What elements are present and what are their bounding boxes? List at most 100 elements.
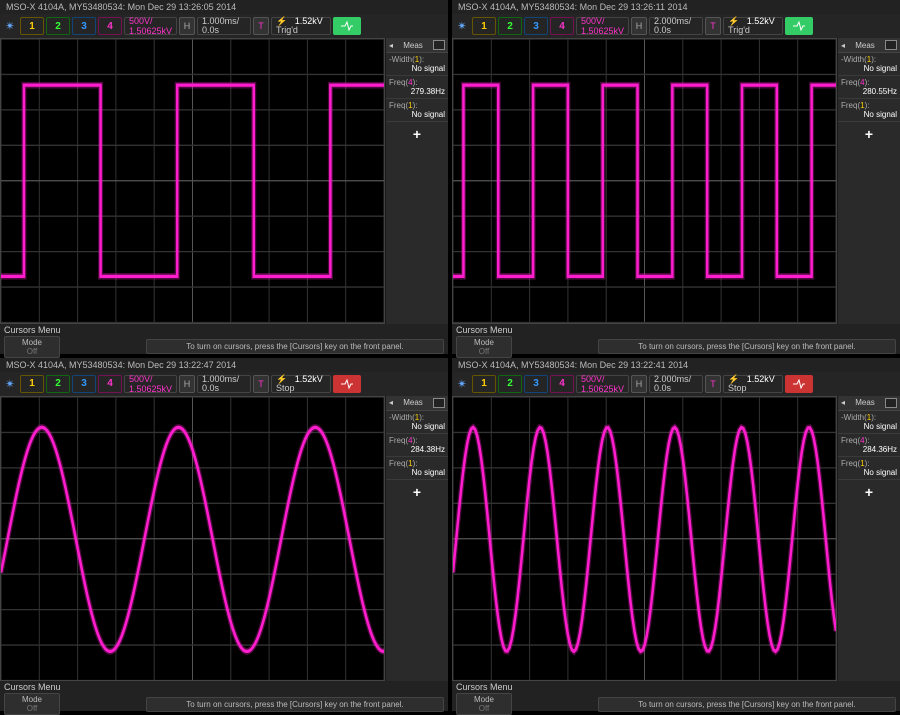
horizontal-button[interactable]: H xyxy=(631,375,647,393)
measurements-panel: ◂ Meas -Width(1): No signal Freq(4): 284… xyxy=(386,396,448,682)
horizontal-button[interactable]: H xyxy=(631,17,647,35)
footer-menu: Cursors Menu ModeOff To turn on cursors,… xyxy=(452,681,900,711)
hint-message: To turn on cursors, press the [Cursors] … xyxy=(598,339,896,354)
measurements-header: ◂ Meas xyxy=(838,396,900,411)
run-stop-button[interactable] xyxy=(333,375,361,393)
vertical-scale[interactable]: 500V/1.50625kV xyxy=(124,17,177,35)
measurement-item: -Width(1): No signal xyxy=(386,411,448,434)
trigger-level[interactable]: ⚡ 1.52kV Stop xyxy=(723,375,783,393)
title-bar: MSO-X 4104A, MY53480534: Mon Dec 29 13:2… xyxy=(452,358,900,372)
trigger-level[interactable]: ⚡ 1.52kV Trig'd xyxy=(723,17,783,35)
run-stop-button[interactable] xyxy=(333,17,361,35)
add-measurement-button[interactable]: + xyxy=(386,122,448,146)
channel-4-button[interactable]: 4 xyxy=(98,375,122,393)
vertical-scale[interactable]: 500V/1.50625kV xyxy=(576,17,629,35)
footer-menu: Cursors Menu ModeOff To turn on cursors,… xyxy=(452,324,900,354)
panel-toggle-icon[interactable] xyxy=(885,398,897,408)
measurements-header: ◂ Meas xyxy=(838,38,900,53)
measurement-item: -Width(1): No signal xyxy=(838,53,900,76)
channel-1-button[interactable]: 1 xyxy=(472,375,496,393)
measurements-panel: ◂ Meas -Width(1): No signal Freq(4): 284… xyxy=(838,396,900,682)
run-stop-button[interactable] xyxy=(785,375,813,393)
measurement-item: Freq(4): 280.55Hz xyxy=(838,76,900,99)
trigger-level[interactable]: ⚡ 1.52kV Stop xyxy=(271,375,331,393)
footer-menu: Cursors Menu ModeOff To turn on cursors,… xyxy=(0,681,448,711)
agilent-logo-icon: ✴ xyxy=(2,376,18,392)
measurement-item: Freq(1): No signal xyxy=(838,457,900,480)
channel-3-button[interactable]: 3 xyxy=(72,375,96,393)
channel-1-button[interactable]: 1 xyxy=(472,17,496,35)
footer-menu: Cursors Menu ModeOff To turn on cursors,… xyxy=(0,324,448,354)
waveform-display[interactable] xyxy=(452,38,837,324)
cursor-mode-button[interactable]: ModeOff xyxy=(4,693,60,715)
horizontal-scale[interactable]: 1.000ms/0.0s xyxy=(197,375,251,393)
cursor-mode-button[interactable]: ModeOff xyxy=(456,693,512,715)
vertical-scale[interactable]: 500V/1.50625kV xyxy=(124,375,177,393)
trigger-button[interactable]: T xyxy=(253,17,269,35)
measurement-item: Freq(4): 284.36Hz xyxy=(838,434,900,457)
trigger-button[interactable]: T xyxy=(705,375,721,393)
channel-2-button[interactable]: 2 xyxy=(46,17,70,35)
measurement-item: -Width(1): No signal xyxy=(838,411,900,434)
menu-title: Cursors Menu xyxy=(452,324,900,336)
channel-2-button[interactable]: 2 xyxy=(498,17,522,35)
add-measurement-button[interactable]: + xyxy=(386,480,448,504)
measurement-item: Freq(1): No signal xyxy=(386,99,448,122)
panel-toggle-icon[interactable] xyxy=(885,40,897,50)
channel-4-button[interactable]: 4 xyxy=(98,17,122,35)
channel-4-button[interactable]: 4 xyxy=(550,375,574,393)
waveform-display[interactable] xyxy=(452,396,837,682)
agilent-logo-icon: ✴ xyxy=(454,376,470,392)
title-bar: MSO-X 4104A, MY53480534: Mon Dec 29 13:2… xyxy=(452,0,900,14)
hint-message: To turn on cursors, press the [Cursors] … xyxy=(598,697,896,712)
trigger-level[interactable]: ⚡ 1.52kV Trig'd xyxy=(271,17,331,35)
measurement-item: Freq(1): No signal xyxy=(838,99,900,122)
toolbar: ✴ 1 2 3 4 500V/1.50625kV H 2.000ms/0.0s … xyxy=(452,14,900,38)
vertical-scale[interactable]: 500V/1.50625kV xyxy=(576,375,629,393)
horizontal-button[interactable]: H xyxy=(179,17,195,35)
measurements-panel: ◂ Meas -Width(1): No signal Freq(4): 280… xyxy=(838,38,900,324)
add-measurement-button[interactable]: + xyxy=(838,122,900,146)
channel-3-button[interactable]: 3 xyxy=(72,17,96,35)
horizontal-scale[interactable]: 2.000ms/0.0s xyxy=(649,17,703,35)
toolbar: ✴ 1 2 3 4 500V/1.50625kV H 1.000ms/0.0s … xyxy=(0,14,448,38)
channel-2-button[interactable]: 2 xyxy=(46,375,70,393)
trigger-button[interactable]: T xyxy=(253,375,269,393)
add-measurement-button[interactable]: + xyxy=(838,480,900,504)
channel-3-button[interactable]: 3 xyxy=(524,375,548,393)
menu-title: Cursors Menu xyxy=(0,681,448,693)
arrow-left-icon[interactable]: ◂ xyxy=(389,398,393,407)
oscilloscope-panel: MSO-X 4104A, MY53480534: Mon Dec 29 13:2… xyxy=(452,358,900,712)
cursor-mode-button[interactable]: ModeOff xyxy=(4,336,60,358)
arrow-left-icon[interactable]: ◂ xyxy=(389,41,393,50)
trigger-button[interactable]: T xyxy=(705,17,721,35)
panel-toggle-icon[interactable] xyxy=(433,40,445,50)
measurement-item: Freq(4): 284.38Hz xyxy=(386,434,448,457)
horizontal-scale[interactable]: 2.000ms/0.0s xyxy=(649,375,703,393)
oscilloscope-panel: MSO-X 4104A, MY53480534: Mon Dec 29 13:2… xyxy=(452,0,900,354)
horizontal-button[interactable]: H xyxy=(179,375,195,393)
waveform-display[interactable] xyxy=(0,396,385,682)
measurements-header: ◂ Meas xyxy=(386,396,448,411)
arrow-left-icon[interactable]: ◂ xyxy=(841,398,845,407)
measurement-item: Freq(4): 279.38Hz xyxy=(386,76,448,99)
agilent-logo-icon: ✴ xyxy=(454,18,470,34)
channel-1-button[interactable]: 1 xyxy=(20,17,44,35)
channel-1-button[interactable]: 1 xyxy=(20,375,44,393)
horizontal-scale[interactable]: 1.000ms/0.0s xyxy=(197,17,251,35)
measurement-item: Freq(1): No signal xyxy=(386,457,448,480)
arrow-left-icon[interactable]: ◂ xyxy=(841,41,845,50)
measurements-panel: ◂ Meas -Width(1): No signal Freq(4): 279… xyxy=(386,38,448,324)
channel-4-button[interactable]: 4 xyxy=(550,17,574,35)
panel-toggle-icon[interactable] xyxy=(433,398,445,408)
oscilloscope-panel: MSO-X 4104A, MY53480534: Mon Dec 29 13:2… xyxy=(0,0,448,354)
run-stop-button[interactable] xyxy=(785,17,813,35)
measurements-header: ◂ Meas xyxy=(386,38,448,53)
channel-2-button[interactable]: 2 xyxy=(498,375,522,393)
waveform-display[interactable] xyxy=(0,38,385,324)
toolbar: ✴ 1 2 3 4 500V/1.50625kV H 2.000ms/0.0s … xyxy=(452,372,900,396)
agilent-logo-icon: ✴ xyxy=(2,18,18,34)
cursor-mode-button[interactable]: ModeOff xyxy=(456,336,512,358)
channel-3-button[interactable]: 3 xyxy=(524,17,548,35)
title-bar: MSO-X 4104A, MY53480534: Mon Dec 29 13:2… xyxy=(0,358,448,372)
